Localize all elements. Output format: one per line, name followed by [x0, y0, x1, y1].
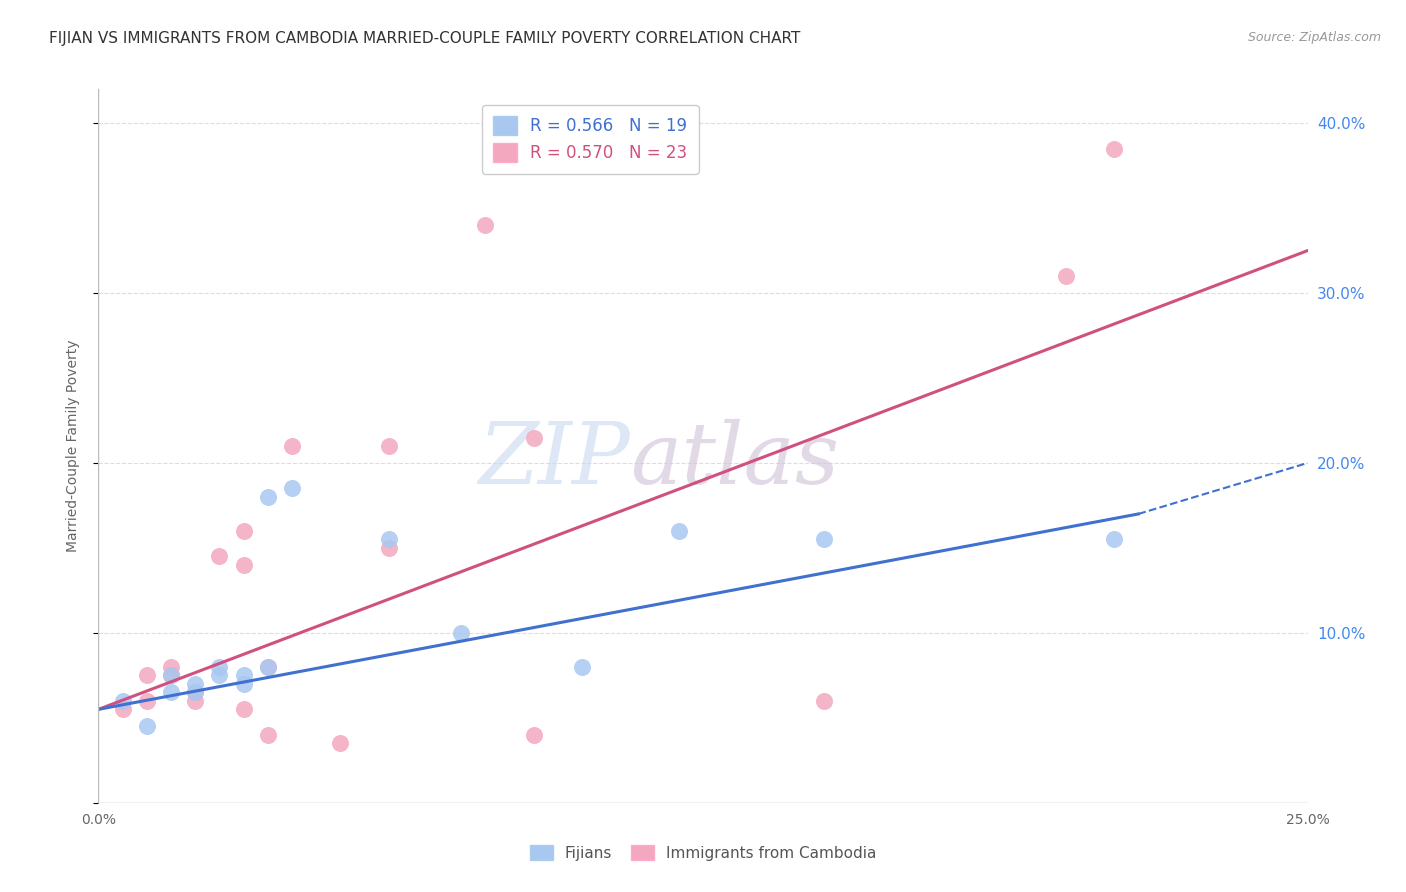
- Point: [232, 558, 254, 572]
- Point: [232, 668, 254, 682]
- Point: [281, 439, 304, 453]
- Point: [377, 439, 399, 453]
- Point: [1054, 269, 1077, 284]
- Point: [256, 490, 278, 504]
- Point: [256, 660, 278, 674]
- Legend: R = 0.566   N = 19, R = 0.570   N = 23: R = 0.566 N = 19, R = 0.570 N = 23: [482, 104, 699, 174]
- Point: [184, 685, 207, 699]
- Point: [111, 694, 134, 708]
- Point: [208, 660, 231, 674]
- Point: [111, 702, 134, 716]
- Legend: Fijians, Immigrants from Cambodia: Fijians, Immigrants from Cambodia: [522, 837, 884, 868]
- Point: [208, 549, 231, 564]
- Point: [377, 533, 399, 547]
- Point: [232, 677, 254, 691]
- Point: [135, 668, 157, 682]
- Point: [281, 482, 304, 496]
- Point: [184, 677, 207, 691]
- Point: [208, 668, 231, 682]
- Text: ZIP: ZIP: [478, 419, 630, 501]
- Point: [668, 524, 690, 538]
- Point: [160, 668, 183, 682]
- Point: [450, 626, 472, 640]
- Point: [377, 541, 399, 555]
- Point: [184, 685, 207, 699]
- Point: [813, 533, 835, 547]
- Point: [1102, 533, 1125, 547]
- Point: [184, 694, 207, 708]
- Point: [232, 702, 254, 716]
- Point: [523, 728, 546, 742]
- Text: FIJIAN VS IMMIGRANTS FROM CAMBODIA MARRIED-COUPLE FAMILY POVERTY CORRELATION CHA: FIJIAN VS IMMIGRANTS FROM CAMBODIA MARRI…: [49, 31, 800, 46]
- Point: [160, 685, 183, 699]
- Point: [523, 430, 546, 444]
- Point: [135, 719, 157, 733]
- Y-axis label: Married-Couple Family Poverty: Married-Couple Family Poverty: [66, 340, 80, 552]
- Text: Source: ZipAtlas.com: Source: ZipAtlas.com: [1247, 31, 1381, 45]
- Point: [256, 728, 278, 742]
- Point: [813, 694, 835, 708]
- Point: [329, 736, 352, 750]
- Point: [135, 694, 157, 708]
- Point: [232, 524, 254, 538]
- Point: [571, 660, 593, 674]
- Point: [474, 218, 496, 232]
- Point: [256, 660, 278, 674]
- Text: atlas: atlas: [630, 419, 839, 501]
- Point: [160, 660, 183, 674]
- Point: [160, 668, 183, 682]
- Point: [1102, 142, 1125, 156]
